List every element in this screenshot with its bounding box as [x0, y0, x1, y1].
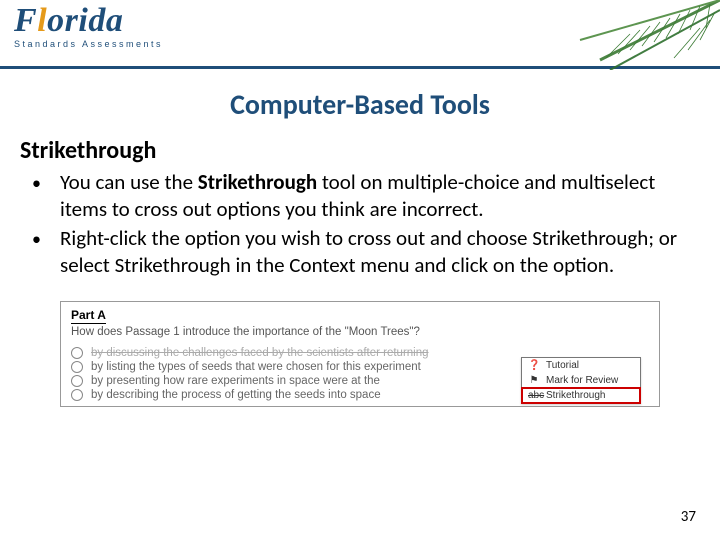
example-part-label: Part A: [61, 302, 659, 324]
bullet-text: Right-click the option you wish to cross…: [60, 225, 692, 279]
menu-label: Strikethrough: [546, 390, 605, 401]
tutorial-icon: ❓: [528, 360, 540, 371]
section-heading: Strikethrough: [20, 136, 720, 165]
option-text: by discussing the challenges faced by th…: [91, 347, 429, 359]
menu-label: Mark for Review: [546, 375, 618, 386]
logo-wordmark: Florida: [14, 4, 163, 38]
option-text: by presenting how rare experiments in sp…: [91, 375, 380, 387]
radio-icon: [71, 361, 83, 373]
palm-decoration: [540, 0, 720, 70]
strikethrough-icon: abc: [528, 390, 540, 401]
bullet-item: • You can use the Strikethrough tool on …: [28, 169, 692, 223]
logo-subtitle: Standards Assessments: [14, 39, 163, 49]
menu-item-mark[interactable]: ⚑ Mark for Review: [522, 373, 640, 388]
bullet-text: You can use the Strikethrough tool on mu…: [60, 169, 692, 223]
slide-title: Computer-Based Tools: [0, 87, 720, 122]
option-text: by describing the process of getting the…: [91, 389, 381, 401]
page-number: 37: [681, 508, 696, 526]
example-screenshot: Part A How does Passage 1 introduce the …: [60, 301, 660, 407]
slide-header: Florida Standards Assessments: [0, 0, 720, 69]
bullet-marker: •: [28, 225, 60, 253]
menu-label: Tutorial: [546, 360, 579, 371]
example-question: How does Passage 1 introduce the importa…: [61, 324, 659, 346]
bullet-list: • You can use the Strikethrough tool on …: [28, 169, 692, 279]
radio-icon: [71, 389, 83, 401]
menu-item-tutorial[interactable]: ❓ Tutorial: [522, 358, 640, 373]
bullet-marker: •: [28, 169, 60, 197]
flag-icon: ⚑: [528, 375, 540, 386]
bullet-item: • Right-click the option you wish to cro…: [28, 225, 692, 279]
context-menu: ❓ Tutorial ⚑ Mark for Review abc Striket…: [521, 357, 641, 404]
florida-logo: Florida Standards Assessments: [14, 4, 163, 49]
radio-icon: [71, 375, 83, 387]
option-text: by listing the types of seeds that were …: [91, 361, 421, 373]
menu-item-strikethrough[interactable]: abc Strikethrough: [522, 388, 640, 403]
radio-icon: [71, 347, 83, 359]
